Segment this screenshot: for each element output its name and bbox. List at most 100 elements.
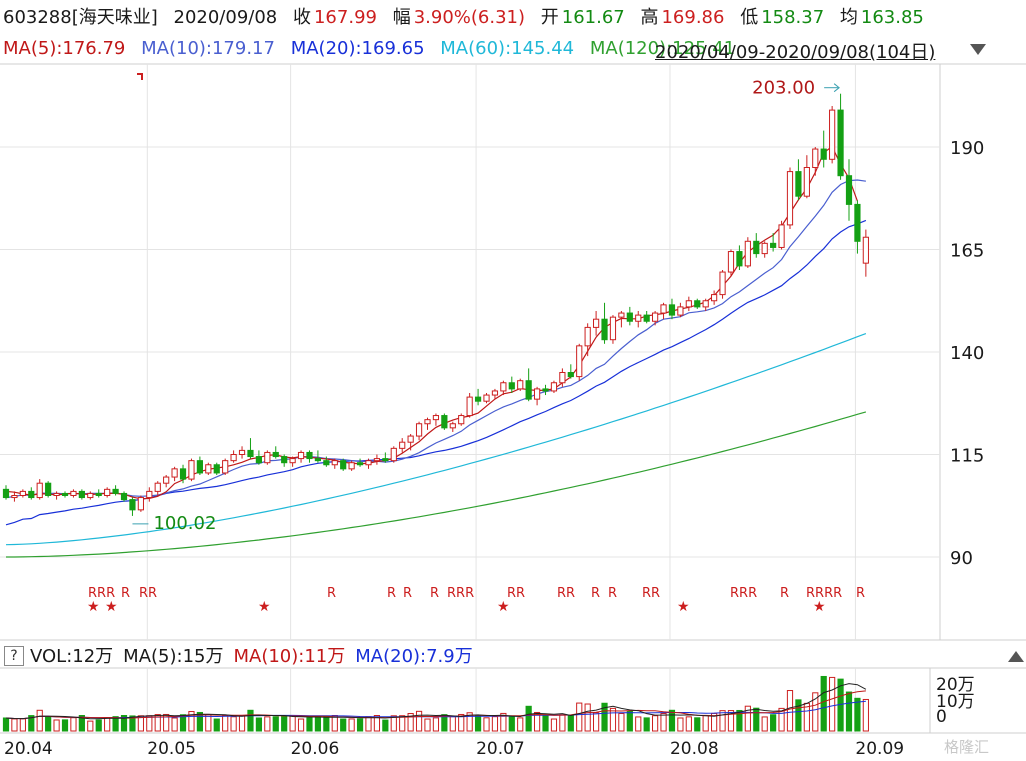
volume-bar (230, 716, 237, 732)
volume-bar (618, 713, 625, 732)
vol-ma5: MA(5):15万 (123, 645, 224, 667)
volume-bar (677, 717, 684, 732)
volume-bar (601, 702, 608, 732)
volume-bar (533, 711, 541, 732)
candle-body (609, 316, 617, 341)
candle-body (356, 462, 364, 466)
volume-expand-icon[interactable] (1008, 651, 1024, 662)
candle-body (542, 388, 549, 392)
candle-body (677, 306, 684, 316)
volume-bar (727, 710, 735, 732)
volume-bar (70, 717, 77, 732)
signal-marker (137, 73, 143, 80)
volume-bar (525, 705, 532, 732)
vol-y-tick-label: 20万 (936, 675, 975, 695)
candle-body (238, 449, 246, 455)
vol-y-tick-label: 0 (936, 707, 947, 727)
volume-bar (95, 719, 102, 732)
candle-body (281, 456, 288, 464)
volume-bar (719, 710, 726, 732)
volume-bar (474, 715, 482, 732)
volume-bar (643, 717, 650, 732)
volume-bar (28, 715, 35, 732)
candle-body (474, 396, 482, 402)
candle-body (424, 419, 431, 425)
candle-body (711, 294, 718, 302)
volume-bar (862, 698, 869, 732)
volume-bar (36, 709, 43, 732)
volume-bar (609, 707, 617, 732)
candle-body (593, 318, 600, 328)
candle-body (382, 458, 389, 462)
ma120-line (6, 411, 867, 558)
volume-bar (820, 675, 827, 732)
volume-bar (297, 718, 305, 732)
candle-body (685, 300, 692, 308)
candle-body (230, 454, 237, 462)
candle-body (441, 415, 448, 429)
ma20-legend: MA(20):169.65 (290, 38, 425, 59)
volume-bar (508, 716, 515, 732)
stock-code-name[interactable]: 603288[海天味业] (3, 7, 158, 28)
candle-body (171, 468, 178, 478)
signal-r-label: R (856, 586, 865, 601)
candle-body (407, 435, 414, 443)
candle-body (727, 251, 735, 273)
volume-bar (87, 720, 94, 732)
x-tick-label: 20.07 (476, 739, 525, 759)
volume-bar (255, 717, 262, 732)
volume-bar (19, 718, 26, 732)
volume-bar (491, 716, 499, 732)
volume-bar (356, 718, 364, 732)
candle-body (28, 490, 35, 499)
signal-r-label: R (403, 586, 412, 601)
volume-header: ? VOL:12万 MA(5):15万 MA(10):11万 MA(20):7.9万 (0, 643, 1026, 668)
candle-body (668, 304, 676, 316)
volume-bar (500, 712, 507, 732)
volume-bar (668, 709, 676, 732)
volume-bar (129, 715, 136, 732)
max-price-label: 203.00 (752, 78, 815, 99)
vol-y-tick-label: 10万 (936, 692, 975, 712)
candle-body (53, 492, 60, 497)
date-range-selector[interactable]: 2020/04/09-2020/09/08(104日) (655, 42, 936, 63)
candle-body (508, 382, 515, 390)
volume-bar (78, 715, 85, 732)
volume-bar (45, 716, 52, 732)
x-tick-label: 20.09 (855, 739, 904, 759)
volume-bar (567, 715, 574, 732)
volume-bar (238, 715, 246, 732)
signal-star-icon: ★ (677, 599, 690, 615)
range-dropdown-icon[interactable] (970, 44, 986, 55)
candle-body (348, 462, 355, 470)
ma60-line (5, 333, 867, 546)
candle-body (196, 460, 203, 474)
candle-body (297, 451, 305, 460)
signal-r-label: R (121, 586, 130, 601)
candle-body (618, 312, 625, 318)
volume-bar (323, 716, 330, 732)
avg-value: 163.85 (860, 7, 924, 28)
volume-bar (744, 705, 751, 732)
x-tick-label: 20.08 (670, 739, 719, 759)
volume-bar (306, 717, 313, 732)
volume-bar (112, 716, 119, 732)
candle-body (432, 415, 440, 421)
candle-body (786, 171, 794, 226)
watermark-logo: 格隆汇 (944, 738, 990, 756)
signal-star-icon: ★ (87, 599, 100, 615)
signal-r-label: R (608, 586, 617, 601)
volume-bar (188, 711, 195, 732)
volume-bar (795, 699, 802, 732)
volume-bar (466, 712, 473, 732)
volume-bar (593, 712, 600, 732)
volume-bar (137, 715, 144, 732)
volume-bar (702, 715, 709, 732)
volume-bar (441, 714, 448, 732)
help-icon[interactable]: ? (4, 646, 24, 666)
candle-body (753, 240, 760, 255)
candle-body (264, 451, 271, 464)
candle-body (466, 396, 473, 417)
volume-bar (399, 715, 406, 732)
